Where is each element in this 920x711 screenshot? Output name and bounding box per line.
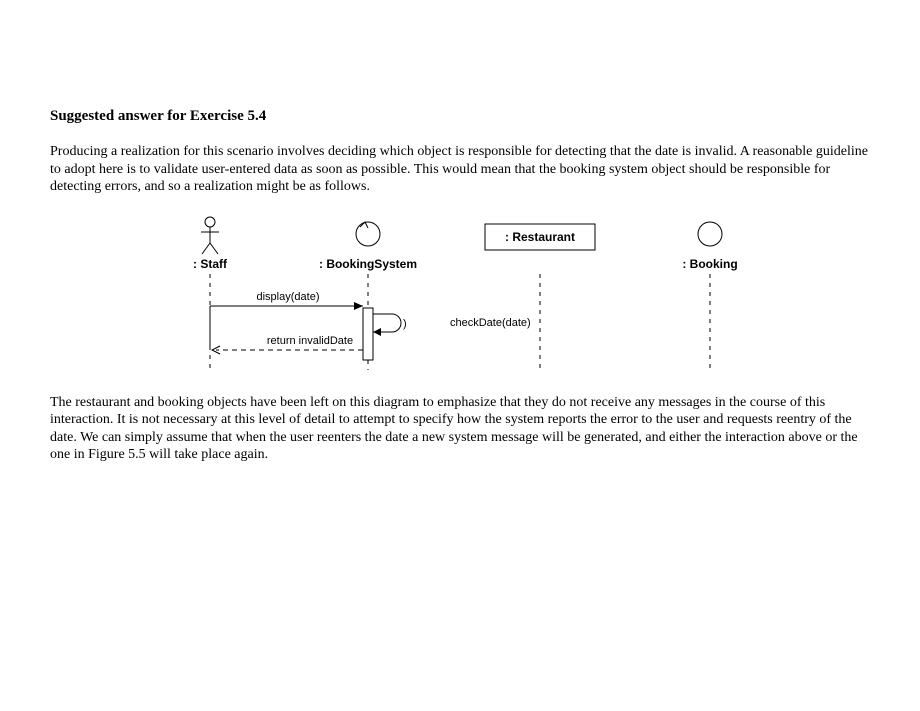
svg-text:checkDate(date): checkDate(date) xyxy=(450,317,531,329)
lifeline-label: : Restaurant xyxy=(505,230,575,244)
closing-paragraph: The restaurant and booking objects have … xyxy=(50,394,870,464)
intro-paragraph: Producing a realization for this scenari… xyxy=(50,143,870,196)
page-title: Suggested answer for Exercise 5.4 xyxy=(50,108,870,125)
sequence-diagram: : Staff : BookingSystem : Restaurant : Book… xyxy=(150,210,770,380)
page: Suggested answer for Exercise 5.4 Produc… xyxy=(0,0,920,711)
svg-text:): ) xyxy=(403,318,407,330)
lifeline-label: : BookingSystem xyxy=(319,257,417,271)
svg-text:display(date): display(date) xyxy=(257,291,320,303)
sequence-diagram-container: : Staff : BookingSystem : Restaurant : Book… xyxy=(50,210,870,380)
lifeline-label: : Staff xyxy=(193,257,228,271)
lifeline-label: : Booking xyxy=(682,257,737,271)
svg-text:return invalidDate: return invalidDate xyxy=(267,335,353,347)
